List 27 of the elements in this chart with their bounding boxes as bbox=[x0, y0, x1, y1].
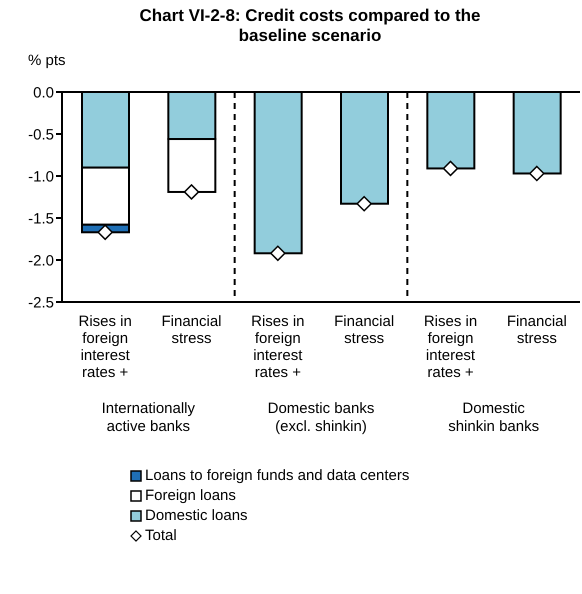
legend-label: Loans to foreign funds and data centers bbox=[145, 466, 410, 486]
text: Domestic banks (excl. shinkin) bbox=[266, 400, 376, 436]
x-tick-label: Financial stress bbox=[334, 313, 394, 347]
y-axis-title: % pts bbox=[28, 52, 66, 69]
point bbox=[442, 160, 458, 176]
point bbox=[184, 184, 200, 200]
point bbox=[356, 196, 372, 212]
y-tick-label: -1.0 bbox=[28, 168, 54, 186]
x-tick-label: Rises in foreign interest rates + bbox=[424, 313, 478, 381]
point bbox=[529, 166, 545, 182]
x-tick-label: Financial stress bbox=[161, 313, 222, 347]
legend-label: Foreign loans bbox=[145, 486, 236, 506]
text: Domestic shinkin banks bbox=[447, 400, 540, 436]
text: Internationally active banks bbox=[100, 400, 196, 436]
x-tick-label: Rises in foreign interest rates + bbox=[251, 313, 305, 381]
point bbox=[270, 246, 286, 262]
x-tick-label: Financial stress bbox=[506, 313, 567, 347]
y-tick-label: -0.5 bbox=[28, 126, 54, 144]
y-tick-label: -1.5 bbox=[28, 210, 54, 228]
legend-label: Total bbox=[145, 526, 177, 546]
y-tick-label: -2.5 bbox=[28, 294, 54, 312]
y-tick-label: 0.0 bbox=[33, 84, 54, 102]
point bbox=[97, 224, 113, 240]
x-tick-label: Rises in foreign interest rates + bbox=[78, 313, 132, 381]
y-tick-label: -2.0 bbox=[28, 252, 54, 270]
legend-label: Domestic loans bbox=[145, 506, 248, 526]
chart-title: Chart VI-2-8: Credit costs compared to the baseline scenario bbox=[138, 6, 482, 46]
